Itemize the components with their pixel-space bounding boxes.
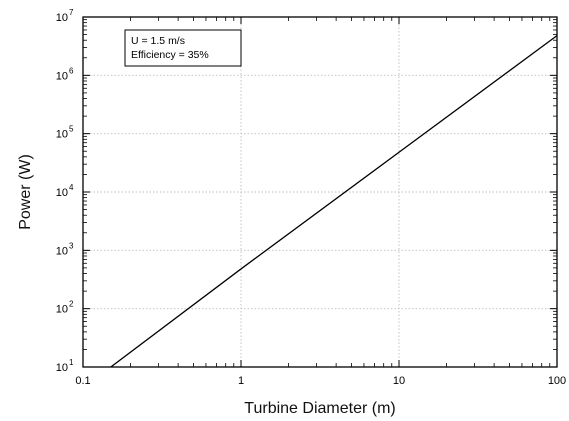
- y-tick-exponent: 2: [69, 300, 74, 309]
- y-tick-exp-wrapper: 6: [69, 66, 74, 75]
- y-tick-label: 10: [56, 12, 68, 24]
- annotation-wind-speed: U = 1.5 m/s: [131, 35, 185, 47]
- y-tick-base: 10: [56, 12, 68, 24]
- x-tick-label: 0.1: [75, 375, 90, 387]
- y-tick-exponent: 5: [69, 125, 74, 134]
- y-tick-label: 10: [56, 187, 68, 199]
- annotation-frame: [124, 29, 242, 67]
- y-axis-title: Power (W): [17, 154, 34, 230]
- y-tick-label: 10: [56, 129, 68, 141]
- power-curve-line: [110, 35, 558, 368]
- y-tick-base: 10: [56, 187, 68, 199]
- y-tick-exponent: 6: [69, 66, 74, 75]
- x-axis-title: Turbine Diameter (m): [244, 400, 395, 417]
- y-tick-label: 10: [56, 304, 68, 316]
- y-tick-label: 10: [56, 362, 68, 374]
- x-tick-label: 100: [548, 375, 566, 387]
- y-tick-base: 10: [56, 129, 68, 141]
- y-tick-exp-wrapper: 1: [69, 358, 74, 367]
- y-tick-exp-wrapper: 3: [69, 241, 74, 250]
- x-tick-label: 10: [393, 375, 405, 387]
- y-tick-exp-wrapper: 4: [69, 183, 74, 192]
- x-tick-labels: 0.1 1 10 100: [75, 375, 566, 387]
- annotation-efficiency: Efficiency = 35%: [131, 49, 209, 61]
- y-tick-exp-wrapper: 2: [69, 300, 74, 309]
- y-tick-base: 10: [56, 362, 68, 374]
- y-tick-exponent: 7: [69, 8, 74, 17]
- y-tick-base: 10: [56, 245, 68, 257]
- y-tick-exponent: 1: [69, 358, 74, 367]
- y-tick-base: 10: [56, 70, 68, 82]
- y-tick-exp-wrapper: 7: [69, 8, 74, 17]
- x-tick-label: 1: [238, 375, 244, 387]
- tick-marks: [82, 16, 558, 368]
- y-tick-exp-wrapper: 5: [69, 125, 74, 134]
- y-tick-label: 10: [56, 245, 68, 257]
- grid-lines: [83, 17, 557, 367]
- y-tick-base: 10: [56, 304, 68, 316]
- y-tick-exponent: 4: [69, 183, 74, 192]
- y-tick-label: 10: [56, 70, 68, 82]
- annotation-box: U = 1.5 m/s Efficiency = 35%: [124, 29, 242, 67]
- y-tick-exponent: 3: [69, 241, 74, 250]
- series-layer: [110, 35, 558, 368]
